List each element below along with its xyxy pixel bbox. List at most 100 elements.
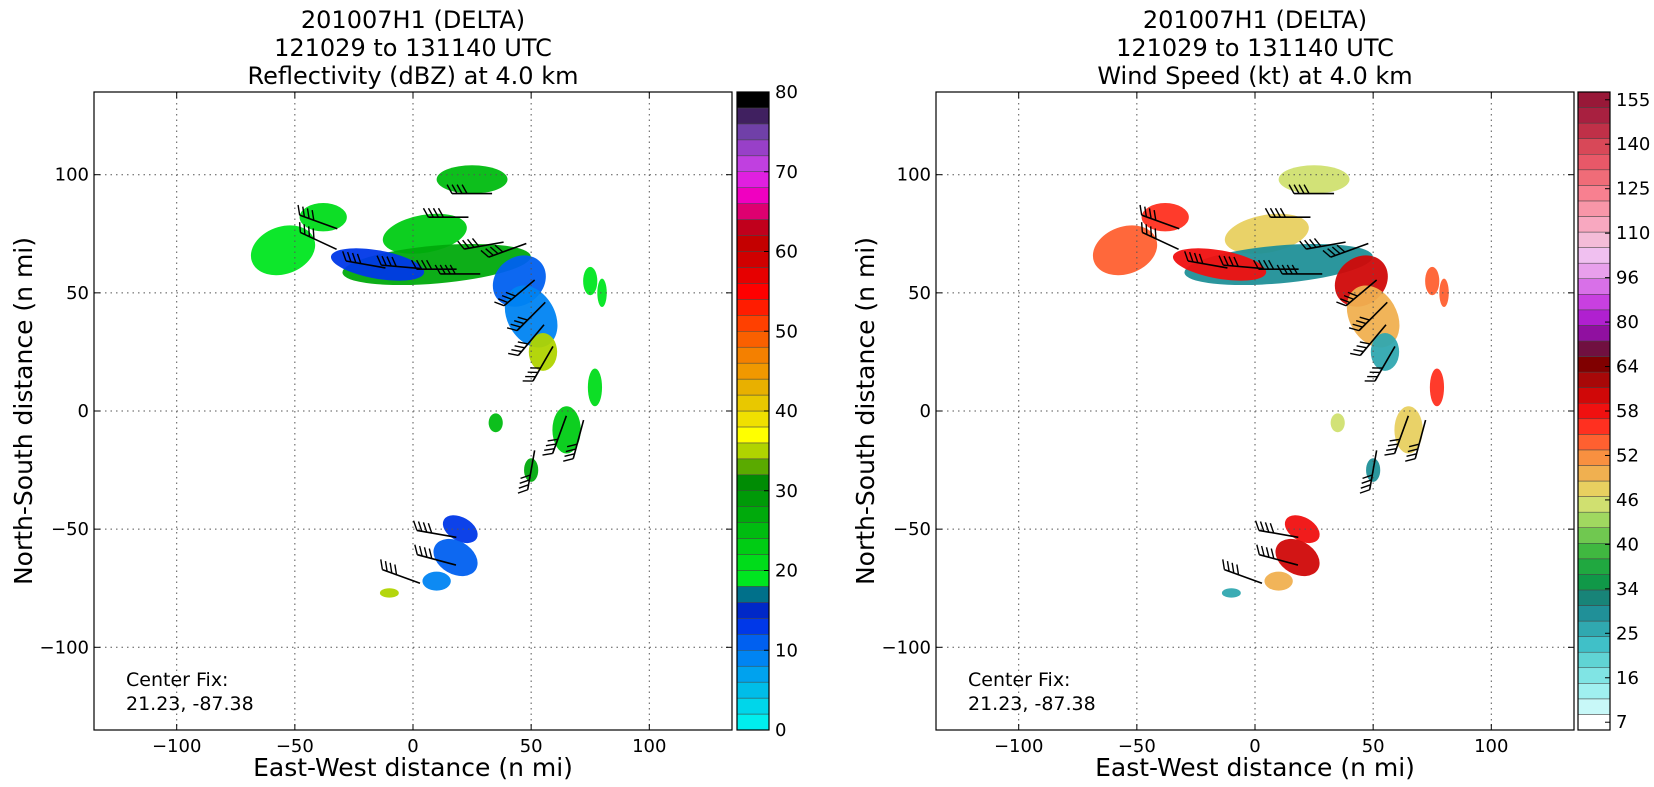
colorbar-swatch bbox=[1577, 620, 1611, 637]
chart-title-line: 121029 to 131140 UTC bbox=[274, 34, 552, 62]
wind-barb bbox=[1253, 259, 1299, 271]
colorbar-swatch bbox=[1577, 231, 1611, 248]
wind-barb bbox=[494, 279, 536, 307]
barb-layer bbox=[1139, 184, 1427, 584]
echo-cell bbox=[1425, 266, 1440, 296]
wind-barb bbox=[563, 419, 585, 462]
x-tick-label: 50 bbox=[520, 736, 543, 757]
echo-cell bbox=[587, 368, 603, 407]
wind-barb bbox=[342, 251, 386, 269]
colorbar-swatch bbox=[1577, 247, 1611, 264]
colorbar-swatch bbox=[736, 394, 770, 412]
echo-cell bbox=[299, 203, 347, 232]
colorbar-swatch bbox=[1577, 138, 1611, 155]
x-tick-label: 0 bbox=[407, 736, 418, 757]
y-tick-label: 0 bbox=[920, 401, 931, 422]
echo-cell bbox=[528, 333, 558, 371]
colorbar-tick-label: 50 bbox=[775, 321, 798, 342]
chart-title-line: Wind Speed (kt) at 4.0 km bbox=[1097, 62, 1412, 90]
panel-1: 201007H1 (DELTA)121029 to 131140 UTCRefl… bbox=[9, 6, 798, 782]
colorbar-swatch bbox=[1577, 480, 1611, 497]
y-tick-label: 0 bbox=[78, 401, 89, 422]
colorbar-tick-label: 52 bbox=[1616, 445, 1639, 466]
colorbar-swatch bbox=[736, 123, 770, 141]
colorbar-swatch bbox=[736, 315, 770, 332]
y-tick-label: −50 bbox=[893, 519, 931, 540]
center-fix-label: Center Fix: bbox=[968, 669, 1070, 691]
barb-layer bbox=[297, 184, 585, 584]
colorbar-swatch bbox=[1577, 434, 1611, 451]
wind-barb bbox=[1359, 450, 1378, 494]
x-axis-label: East-West distance (n mi) bbox=[1095, 753, 1415, 782]
colorbar-swatch bbox=[1577, 294, 1611, 311]
echo-cell bbox=[488, 413, 503, 433]
echo-cell bbox=[1394, 406, 1423, 454]
colorbar-swatch bbox=[736, 426, 770, 444]
y-tick-label: −100 bbox=[882, 637, 931, 658]
wind-barb bbox=[1288, 184, 1335, 195]
colorbar-swatch bbox=[1577, 558, 1611, 575]
echo-cell bbox=[1330, 413, 1345, 433]
echo-cell bbox=[422, 571, 451, 591]
colorbar-swatch bbox=[736, 506, 770, 523]
x-tick-label: −50 bbox=[1118, 736, 1156, 757]
center-fix-label: Center Fix: bbox=[126, 669, 228, 691]
wind-barb bbox=[1264, 207, 1311, 219]
x-tick-label: −50 bbox=[276, 736, 314, 757]
chart-title-line: 201007H1 (DELTA) bbox=[301, 6, 525, 34]
colorbar-swatch bbox=[1577, 636, 1611, 653]
wind-barb bbox=[480, 242, 527, 258]
colorbar-swatch bbox=[736, 586, 770, 603]
colorbar-tick-label: 7 bbox=[1616, 712, 1627, 733]
wind-barb bbox=[1184, 251, 1228, 269]
colorbar-swatch bbox=[736, 713, 770, 731]
colorbar-swatch bbox=[736, 91, 770, 109]
wind-barb bbox=[1405, 419, 1427, 462]
echo-cell bbox=[583, 266, 598, 296]
x-tick-label: −100 bbox=[152, 736, 201, 757]
chart-title-line: 201007H1 (DELTA) bbox=[1143, 6, 1367, 34]
echo-cell bbox=[433, 538, 478, 577]
wind-barb bbox=[517, 450, 536, 494]
panel-2: 201007H1 (DELTA)121029 to 131140 UTCWind… bbox=[851, 6, 1650, 782]
echo-cell bbox=[597, 278, 607, 308]
y-tick-label: 50 bbox=[908, 283, 931, 304]
echo-cell bbox=[1275, 538, 1320, 577]
echo-cell bbox=[382, 213, 467, 254]
colorbar-tick-label: 125 bbox=[1616, 179, 1650, 200]
colorbar-tick-label: 155 bbox=[1616, 90, 1650, 111]
colorbar-swatch bbox=[736, 378, 770, 396]
colorbar-swatch bbox=[736, 665, 770, 683]
y-tick-label: 50 bbox=[66, 283, 89, 304]
colorbar-swatch bbox=[736, 346, 770, 364]
wind-barb bbox=[1384, 415, 1410, 456]
wind-barb bbox=[380, 559, 421, 584]
wind-barb bbox=[1322, 242, 1369, 258]
colorbar-swatch bbox=[1577, 449, 1611, 466]
colorbar-swatch bbox=[1577, 356, 1611, 373]
y-tick-label: −50 bbox=[51, 519, 89, 540]
colorbar-swatch bbox=[736, 554, 770, 571]
wind-barb bbox=[542, 415, 568, 456]
colorbar-swatch bbox=[1577, 574, 1611, 591]
colorbar-swatch bbox=[1577, 651, 1611, 669]
colorbar-swatch bbox=[1577, 340, 1611, 357]
chart-title-line: Reflectivity (dBZ) at 4.0 km bbox=[248, 62, 579, 90]
colorbar-tick-label: 80 bbox=[775, 82, 798, 103]
colorbar-swatch bbox=[736, 235, 770, 252]
colorbar-swatch bbox=[1577, 169, 1611, 186]
wind-barb bbox=[508, 324, 545, 357]
colorbar-swatch bbox=[1577, 496, 1611, 513]
wind-barb bbox=[411, 259, 457, 271]
wind-barb bbox=[1222, 559, 1263, 584]
wind-barb bbox=[412, 520, 457, 539]
wind-barb bbox=[414, 544, 457, 566]
colorbar-swatch bbox=[1577, 667, 1611, 684]
echo-cell bbox=[1370, 333, 1400, 371]
colorbar-swatch bbox=[736, 697, 770, 715]
colorbar-tick-label: 25 bbox=[1616, 623, 1639, 644]
wind-barb bbox=[1350, 324, 1387, 357]
echo-cell bbox=[1278, 165, 1350, 194]
colorbar-swatch bbox=[736, 538, 770, 555]
